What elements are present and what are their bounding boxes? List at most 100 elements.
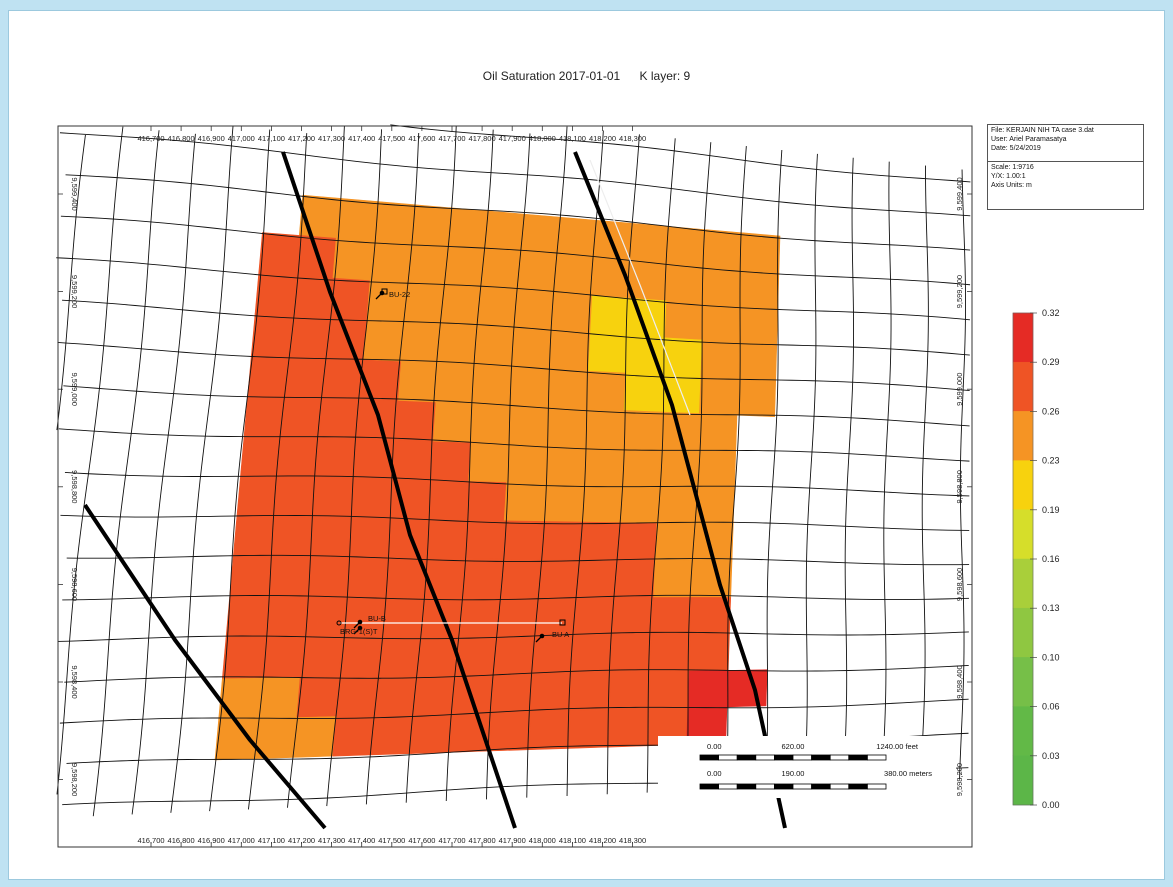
grid-cell (335, 197, 377, 242)
grid-line (646, 138, 676, 793)
grid-cell (520, 213, 561, 256)
grid-cell (303, 597, 346, 638)
grid-cell (666, 263, 706, 304)
grid-cell (243, 394, 286, 437)
x-tick-label: 418,000 (529, 836, 556, 845)
x-tick-label: 416,900 (198, 836, 225, 845)
x-tick-label: 416,900 (198, 134, 225, 143)
x-tick-label: 417,700 (438, 134, 465, 143)
x-tick-label: 417,200 (288, 134, 315, 143)
grid-cell (271, 516, 314, 559)
fault-line (573, 151, 787, 829)
grid-cell (380, 597, 423, 638)
grid-cell (347, 518, 390, 559)
grid-cell (656, 485, 697, 525)
info-box-scale: Scale: 1:9716 Y/X: 1.00:1 Axis Units: m (987, 161, 1144, 210)
y-tick-label: 9,599,000 (955, 373, 964, 406)
grid-line (725, 146, 747, 790)
grid-line (326, 129, 383, 807)
grid-cell (700, 339, 740, 380)
grid-cell (458, 597, 500, 637)
grid-cell (542, 483, 583, 523)
well-marker[interactable]: BU A (535, 630, 569, 643)
colorbar-label: 0.16 (1042, 554, 1060, 564)
grid-cell (240, 435, 283, 478)
grid-cell (499, 558, 541, 598)
grid-cell (537, 559, 579, 598)
x-tick-label: 418,100 (559, 134, 586, 143)
x-tick-label: 417,800 (469, 134, 496, 143)
grid-cell (650, 633, 692, 672)
grid-cell (582, 446, 623, 486)
colorbar-label: 0.29 (1042, 357, 1060, 367)
colorbar-swatch (1012, 607, 1034, 658)
grid-cell (473, 365, 514, 407)
grid-cell (338, 636, 382, 678)
colorbar-swatch (1012, 509, 1034, 560)
grid-cell (736, 378, 777, 418)
y-tick-label: 9,598,200 (955, 763, 964, 796)
grid-line (606, 134, 640, 795)
grid-cell (620, 447, 661, 487)
grid-cell (274, 476, 317, 519)
colorbar-label: 0.13 (1042, 603, 1060, 613)
x-tick-label: 417,000 (228, 134, 255, 143)
colorbar-swatch (1012, 657, 1034, 707)
grid-cell (550, 330, 591, 372)
grid-cell (264, 597, 307, 639)
grid-cell (427, 480, 469, 521)
scale-bar-segment (755, 783, 775, 790)
grid-cell (383, 558, 426, 598)
well-marker[interactable]: BU-B (353, 614, 386, 629)
grid-cell (432, 402, 474, 444)
grid-line (764, 149, 783, 788)
grid-cell (629, 260, 669, 302)
scale-bar-segment (792, 783, 813, 790)
fault-line (281, 151, 517, 829)
grid-line (566, 130, 604, 796)
grid-cell (664, 300, 705, 341)
grid-cell (293, 716, 337, 758)
scale-label-meters: 380.00 meters (884, 769, 932, 778)
grid-cell (397, 361, 439, 403)
y-tick-label: 9,599,400 (955, 177, 964, 210)
y-tick-label: 9,598,400 (70, 665, 79, 698)
colorbar-swatch (1012, 558, 1034, 609)
grid-cell (703, 266, 743, 307)
x-tick-label: 418,000 (529, 134, 556, 143)
grid-cell (576, 559, 618, 598)
grid-cell (574, 597, 616, 636)
info-scale: Scale: 1:9716 (991, 164, 1034, 171)
scale-bar-segment (736, 783, 757, 790)
scale-bar-segment (848, 783, 868, 790)
grid-cell (465, 481, 507, 522)
grid-cell (278, 436, 321, 479)
grid-cell (737, 341, 778, 381)
x-tick-label: 417,500 (378, 836, 405, 845)
grid-cell (257, 677, 301, 719)
grid-cell (699, 376, 739, 416)
chart-title-layer: K layer: 9 (639, 69, 691, 83)
grid-cell (590, 295, 630, 336)
grid-cell (413, 674, 457, 715)
well-label: BU-B (368, 614, 386, 623)
grid-cell (614, 559, 656, 598)
x-tick-label: 417,400 (348, 134, 375, 143)
x-tick-label: 416,800 (168, 134, 195, 143)
grid-cell (531, 672, 573, 712)
well-start (336, 620, 342, 626)
info-box-file: File: KERJAIN NIH TA case 3.dat User: Ar… (987, 124, 1144, 162)
grid-line (686, 142, 712, 791)
grid-cell (494, 635, 537, 675)
scale-bar-segment (699, 783, 720, 790)
grid-cell (438, 324, 479, 366)
well-marker[interactable]: BRG-1(S)T (340, 625, 378, 636)
grid-cell (578, 521, 620, 561)
grid-cell (544, 445, 585, 485)
grid-line (60, 514, 970, 531)
scale-bar-segment (774, 783, 794, 790)
grid-cell (395, 400, 437, 442)
x-tick-label: 417,900 (499, 836, 526, 845)
grid-cell (528, 710, 571, 751)
